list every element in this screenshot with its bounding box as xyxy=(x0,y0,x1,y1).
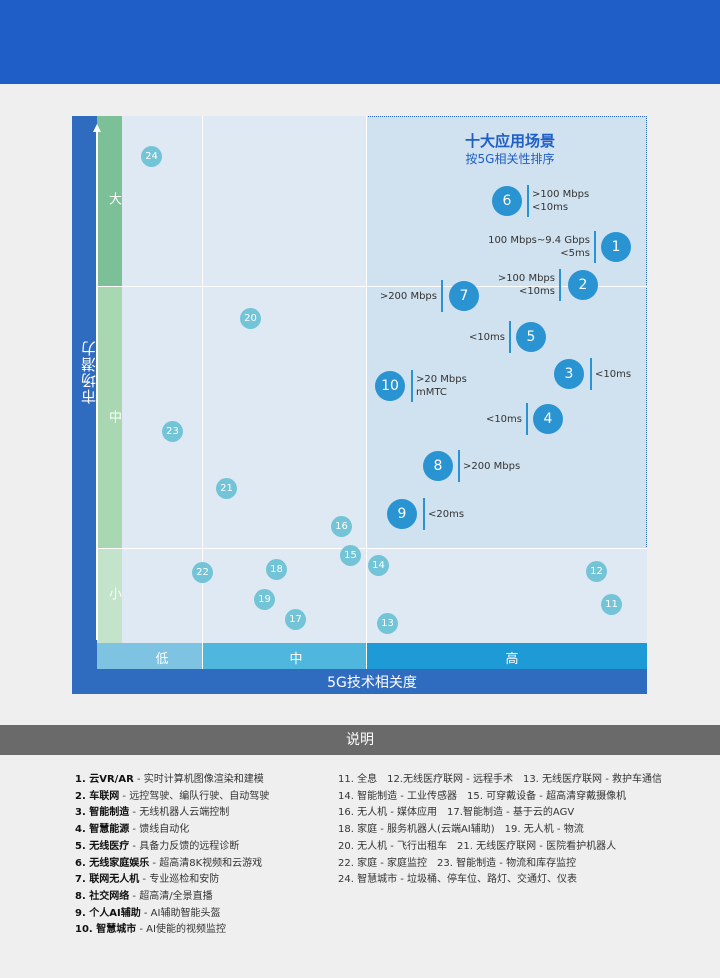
scenario-dot: 20 xyxy=(240,308,261,329)
legend-item: 2. 车联网 - 远控驾驶、编队行驶、自动驾驶 xyxy=(75,790,270,802)
header-band xyxy=(0,0,720,84)
y-level-low-bar xyxy=(97,549,122,643)
annotation-tick xyxy=(594,231,596,263)
scenario-dot: 21 xyxy=(216,478,237,499)
legend-item: 5. 无线医疗 - 具备力反馈的远程诊断 xyxy=(75,840,240,852)
y-level-label: 大 xyxy=(106,192,121,205)
scenario-bubble: 2 xyxy=(568,270,598,300)
legend-right: 11. 全息 12.无线医疗联网 - 远程手术 13. 无线医疗联网 - 救护车… xyxy=(338,772,662,889)
scenario-annotation: >200 Mbps xyxy=(463,461,521,472)
y-level-label: 小 xyxy=(106,587,121,600)
legend-item: 20. 无人机 - 飞行出租车 21. 无线医疗联网 - 医院看护机器人 xyxy=(338,840,617,852)
annotation-tick xyxy=(423,498,425,530)
legend-item: 16. 无人机 - 媒体应用 17.智能制造 - 基于云的AGV xyxy=(338,807,575,819)
legend-left: 1. 云VR/AR - 实时计算机图像渲染和建模 2. 车联网 - 远控驾驶、编… xyxy=(75,772,269,939)
legend-item: 24. 智慧城市 - 垃圾桶、停车位、路灯、交通灯、仪表 xyxy=(338,874,578,886)
annotation-tick xyxy=(458,450,460,482)
scenario-annotation: >100 Mbps xyxy=(532,189,590,200)
scenario-annotation: <5ms xyxy=(560,248,590,259)
y-level-label: 中 xyxy=(106,410,121,423)
scenario-annotation: <20ms xyxy=(428,509,465,520)
scenario-annotation: >20 Mbps xyxy=(416,374,467,385)
grid-vline xyxy=(202,116,203,669)
scenario-dot: 12 xyxy=(586,561,607,582)
legend-item: 3. 智能制造 - 无线机器人云端控制 xyxy=(75,807,230,819)
legend-item: 11. 全息 12.无线医疗联网 - 远程手术 13. 无线医疗联网 - 救护车… xyxy=(338,774,662,785)
grid-hline xyxy=(97,548,647,549)
annotation-tick xyxy=(590,358,592,390)
legend-item: 18. 家庭 - 服务机器人(云端AI辅助) 19. 无人机 - 物流 xyxy=(338,824,584,836)
scenario-dot: 13 xyxy=(377,613,398,634)
scenario-dot: 11 xyxy=(601,594,622,615)
annotation-tick xyxy=(441,280,443,312)
scenario-dot: 19 xyxy=(254,589,275,610)
x-level-label: 中 xyxy=(289,652,303,667)
y-axis-title: 市场潜力 xyxy=(80,340,98,404)
x-level-label: 高 xyxy=(505,652,519,667)
scenario-bubble: 3 xyxy=(554,359,584,389)
scenario-dot: 23 xyxy=(162,421,183,442)
y-axis-arrow xyxy=(93,124,101,132)
annotation-tick xyxy=(559,269,561,301)
x-level-low-bar xyxy=(97,643,202,669)
legend-item: 14. 智能制造 - 工业传感器 15. 可穿戴设备 - 超高清穿戴摄像机 xyxy=(338,790,627,802)
y-level-high-bar xyxy=(97,116,122,286)
legend-item: 22. 家庭 - 家庭监控 23. 智能制造 - 物流和库存监控 xyxy=(338,857,577,869)
annotation-tick xyxy=(526,403,528,435)
scenario-bubble: 7 xyxy=(449,281,479,311)
annotation-tick xyxy=(411,370,413,402)
scenario-annotation: >100 Mbps xyxy=(497,273,555,284)
scenario-dot: 14 xyxy=(368,555,389,576)
legend-title: 说明 xyxy=(0,725,720,755)
scenario-annotation: 100 Mbps~9.4 Gbps xyxy=(488,235,590,246)
scenario-dot: 18 xyxy=(266,559,287,580)
y-level-mid-bar xyxy=(97,287,122,548)
legend-item: 9. 个人AI辅助 - AI辅助智能头盔 xyxy=(75,907,221,919)
scenario-dot: 17 xyxy=(285,609,306,630)
scenario-bubble: 5 xyxy=(516,322,546,352)
scenario-dot: 22 xyxy=(192,562,213,583)
scenario-annotation: >200 Mbps xyxy=(379,291,437,302)
highlight-title: 十大应用场景 xyxy=(464,132,555,150)
scenario-bubble: 1 xyxy=(601,232,631,262)
y-axis-line xyxy=(96,130,98,640)
legend-item: 6. 无线家庭娱乐 - 超高清8K视频和云游戏 xyxy=(75,857,263,869)
grid-hline xyxy=(97,286,647,287)
highlight-subtitle: 按5G相关性排序 xyxy=(465,152,555,166)
x-level-high-bar xyxy=(367,643,647,669)
scenario-annotation: <10ms xyxy=(532,202,569,213)
scenario-annotation: <10ms xyxy=(518,286,555,297)
legend-item: 10. 智慧城市 - AI使能的视频监控 xyxy=(75,924,226,936)
grid-vline xyxy=(366,116,367,669)
annotation-tick xyxy=(527,185,529,217)
legend-item: 8. 社交网络 - 超高清/全景直播 xyxy=(75,890,213,902)
scenario-annotation: mMTC xyxy=(416,387,447,398)
legend-item: 4. 智慧能源 - 馈线自动化 xyxy=(75,824,190,836)
x-axis-title: 5G技术相关度 xyxy=(327,675,417,691)
scenario-dot: 15 xyxy=(340,545,361,566)
scenario-dot: 16 xyxy=(331,516,352,537)
top-ten-zone xyxy=(366,116,647,549)
x-level-mid-bar xyxy=(203,643,366,669)
scenario-bubble: 9 xyxy=(387,499,417,529)
scenario-bubble: 8 xyxy=(423,451,453,481)
legend-item: 1. 云VR/AR - 实时计算机图像渲染和建模 xyxy=(75,774,264,785)
scenario-annotation: <10ms xyxy=(468,332,505,343)
legend-item: 7. 联网无人机 - 专业巡检和安防 xyxy=(75,874,220,886)
scenario-dot: 24 xyxy=(141,146,162,167)
scenario-bubble: 4 xyxy=(533,404,563,434)
scenario-annotation: <10ms xyxy=(485,414,522,425)
scenario-annotation: <10ms xyxy=(595,369,632,380)
scenario-bubble: 10 xyxy=(375,371,405,401)
scenario-bubble: 6 xyxy=(492,186,522,216)
annotation-tick xyxy=(509,321,511,353)
x-level-label: 低 xyxy=(155,652,169,667)
